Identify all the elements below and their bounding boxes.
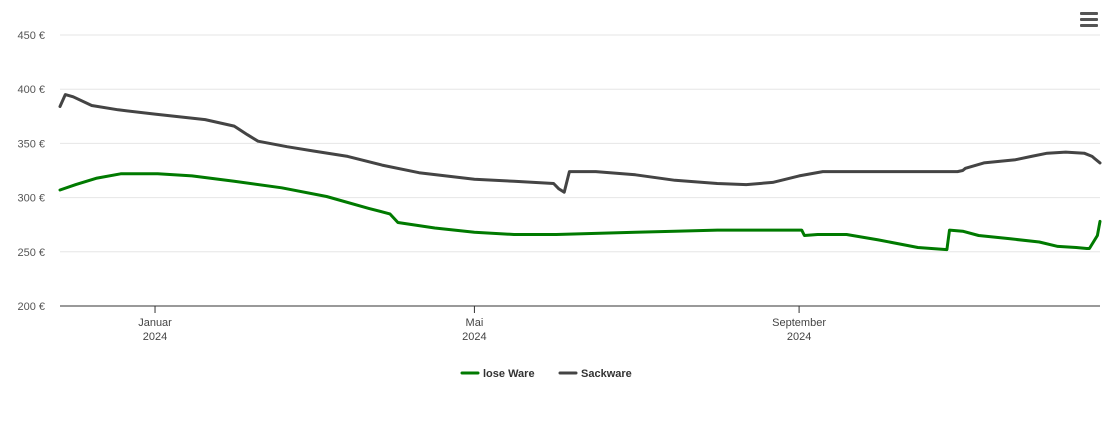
y-axis: 200 € 250 € 300 € 350 € 400 € 450 € (17, 30, 45, 313)
y-tick-label: 200 € (17, 301, 45, 313)
y-tick-label: 300 € (17, 193, 45, 205)
x-tick-year: 2024 (462, 331, 486, 343)
series-lines (58, 93, 1102, 252)
y-tick-label: 400 € (17, 84, 45, 96)
legend-item-label: Sackware (581, 368, 632, 380)
menu-bar-1 (1080, 12, 1098, 15)
x-tick-month: September (772, 317, 826, 329)
x-tick-year: 2024 (143, 331, 167, 343)
series-line (58, 93, 1102, 194)
y-tick-label: 450 € (17, 30, 45, 42)
x-tick-month: Januar (138, 317, 172, 329)
legend: lose Ware Sackware (460, 368, 632, 380)
y-tick-label: 250 € (17, 247, 45, 259)
grid-lines (60, 34, 1100, 253)
menu-bar-2 (1080, 18, 1098, 21)
legend-item-label: lose Ware (483, 368, 535, 380)
series-line (58, 172, 1102, 252)
x-tick-year: 2024 (787, 331, 811, 343)
hamburger-menu-icon[interactable] (1080, 12, 1098, 28)
menu-bar-3 (1080, 24, 1098, 27)
x-tick-month: Mai (466, 317, 484, 329)
y-tick-label: 350 € (17, 138, 45, 150)
x-axis: Januar 2024 Mai 2024 September 2024 (60, 305, 1100, 343)
